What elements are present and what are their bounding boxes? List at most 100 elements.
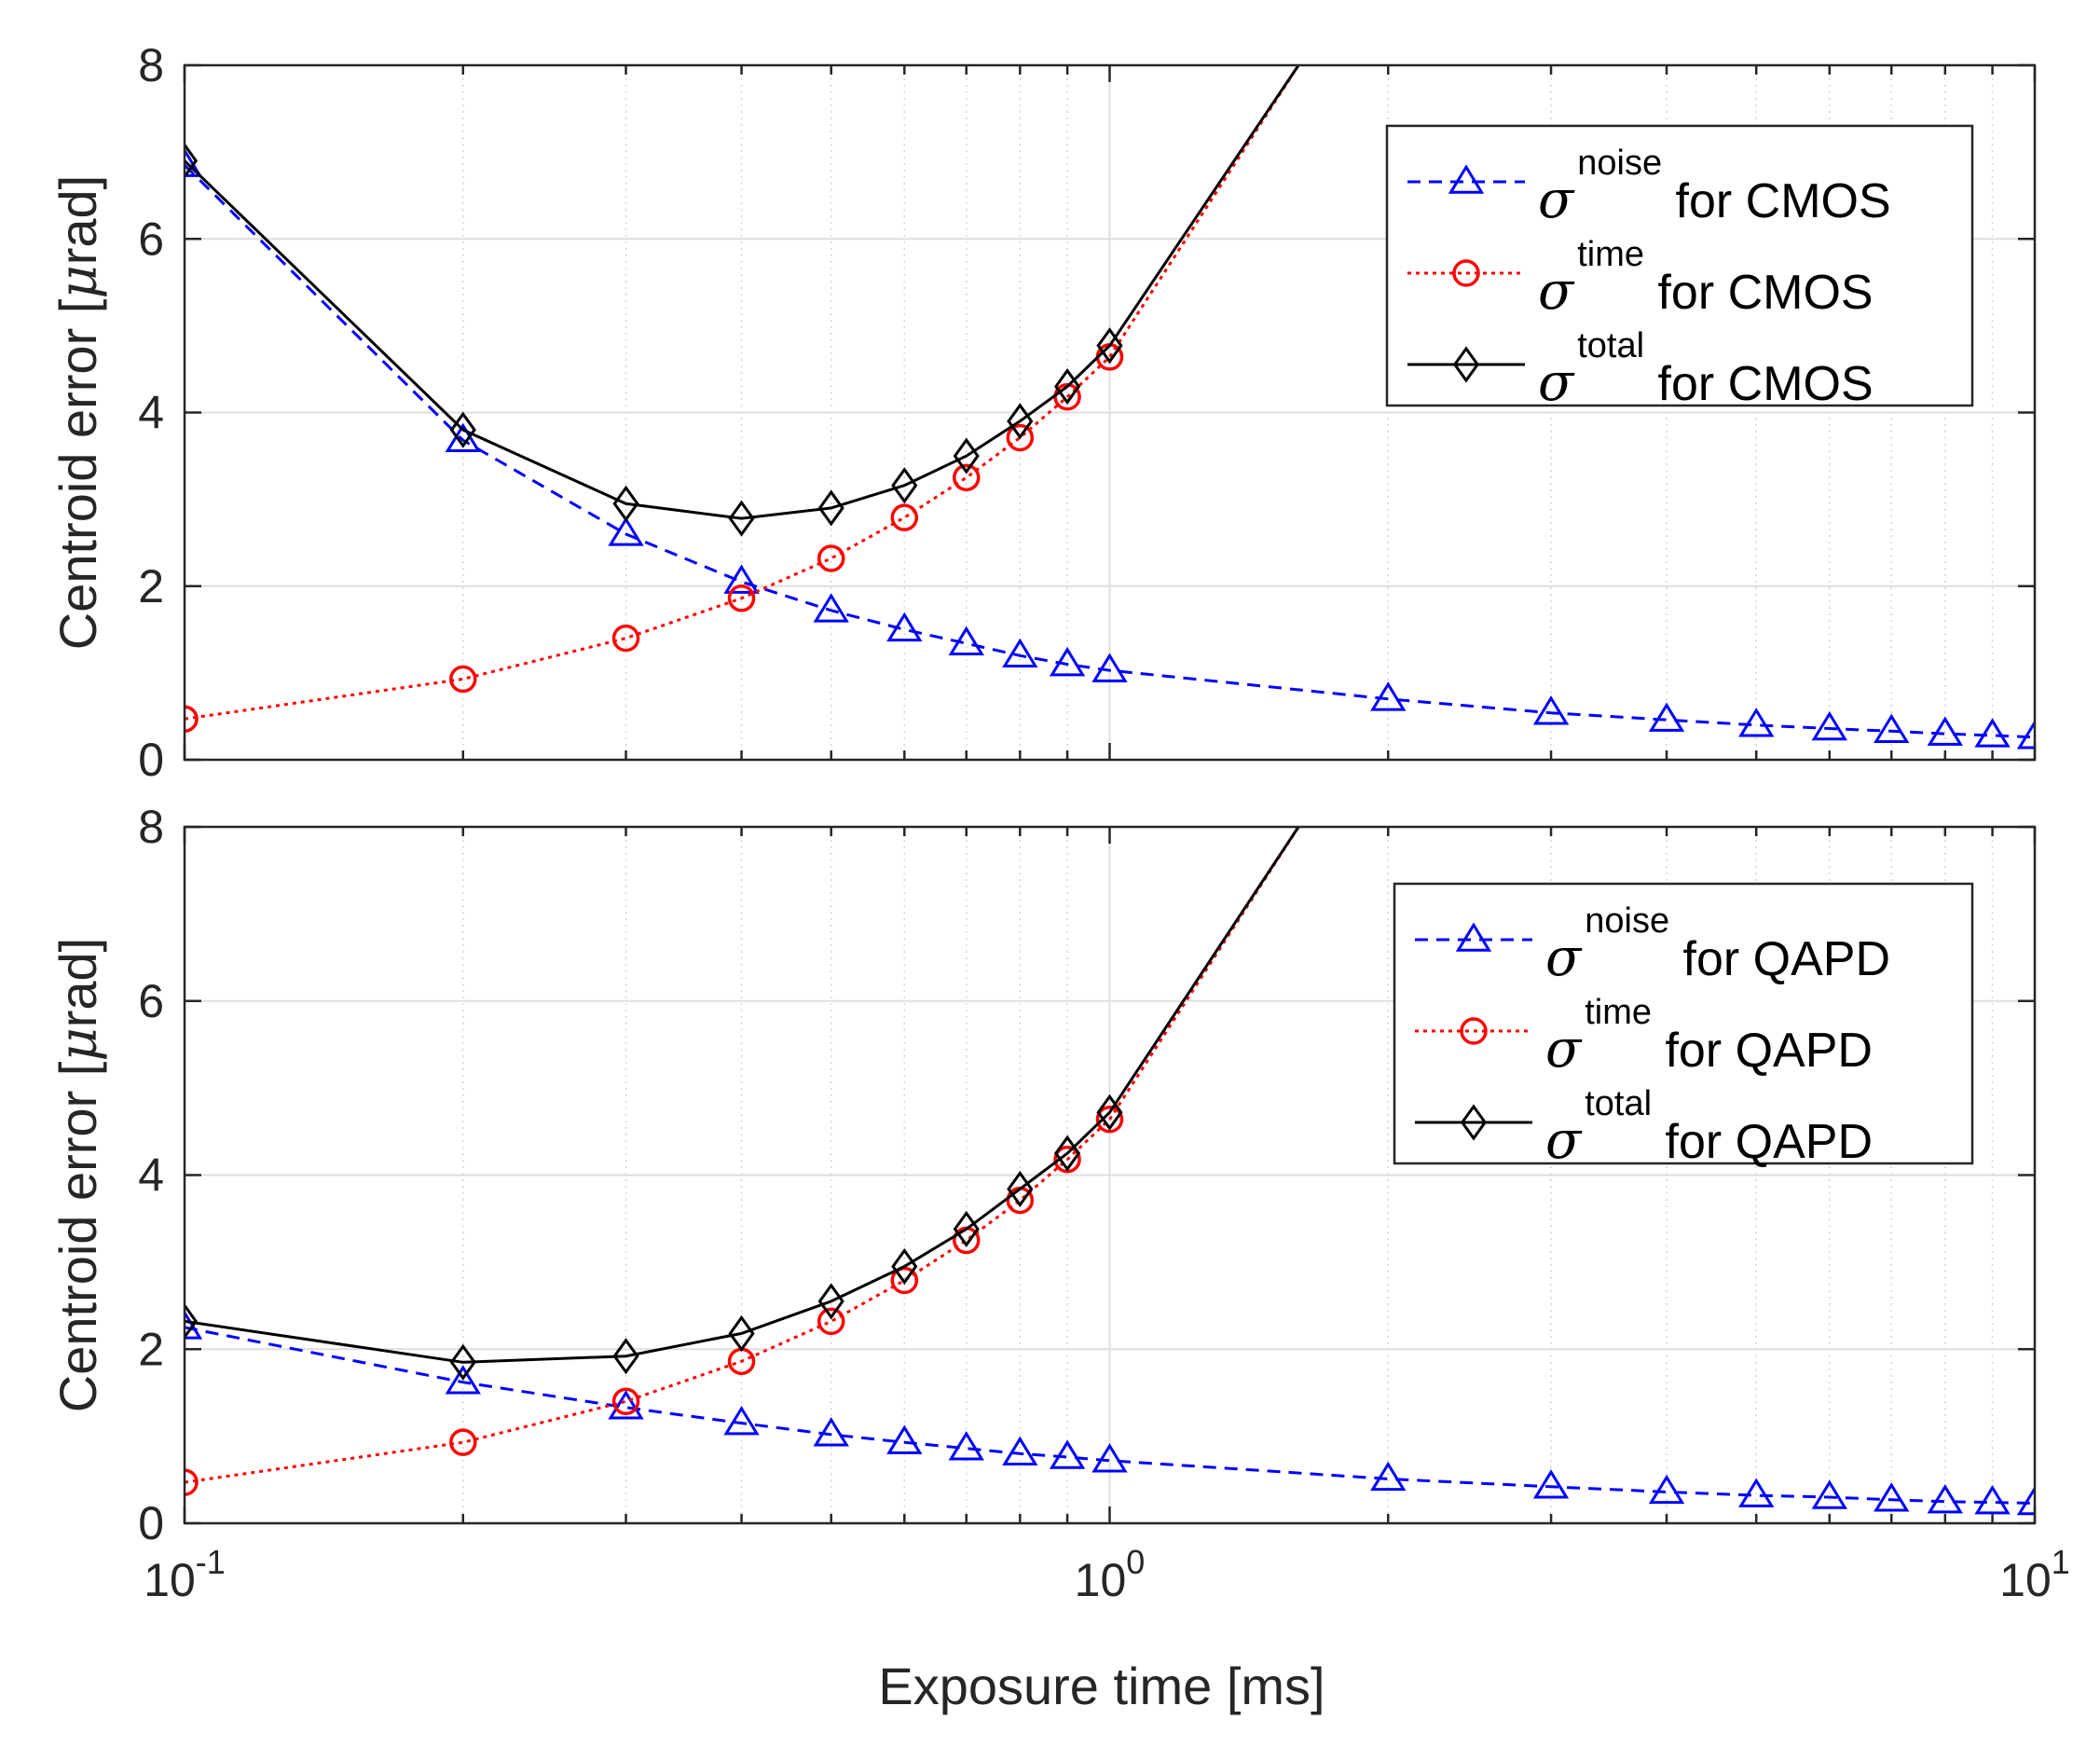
- triangle-marker: [1370, 1461, 1407, 1492]
- bottom-panel: 0 2 4 6 8 10-1 100 101 Centroid error [μrad] σnoi…: [48, 801, 2070, 1606]
- x-axis-label: Exposure time [ms]: [878, 1657, 1325, 1715]
- diamond-marker: [185, 1302, 199, 1340]
- circle-marker: [1452, 259, 1480, 287]
- circle-marker: [611, 624, 640, 653]
- diamond-marker: [817, 489, 844, 527]
- diamond-marker: [1007, 1170, 1034, 1208]
- circle-marker: [1460, 1017, 1488, 1045]
- diamond-marker: [728, 500, 755, 537]
- y-tick-label: 0: [138, 734, 164, 786]
- circle-marker: [185, 705, 199, 733]
- diamond-marker: [1007, 403, 1034, 440]
- circle-marker: [890, 503, 919, 531]
- diamond-marker: [891, 467, 918, 504]
- legend-label-noise: σnoise for QAPD: [1545, 901, 1890, 988]
- y-tick-label: 0: [138, 1497, 164, 1549]
- diamond-marker: [891, 1247, 918, 1286]
- triangle-marker: [1049, 1439, 1086, 1469]
- y-tick-label: 6: [138, 975, 164, 1027]
- triangle-marker: [948, 1431, 984, 1461]
- triangle-marker: [445, 1365, 481, 1395]
- triangle-marker: [813, 593, 849, 623]
- legend-label-total: σtotal for CMOS: [1538, 326, 1874, 413]
- grid: [185, 827, 2035, 1523]
- series-line-time: [185, 65, 1300, 721]
- series-line-noise: [185, 164, 2035, 739]
- x-tick-label: 10-1: [144, 1543, 226, 1606]
- legend-label-time: σtime for CMOS: [1538, 235, 1874, 322]
- y-axis-label: Centroid error [μrad]: [48, 175, 109, 650]
- triangle-marker: [1049, 646, 1086, 677]
- triangle-marker: [1091, 1443, 1128, 1473]
- legend-box: [1393, 882, 1974, 1165]
- series-group: [185, 827, 2035, 1516]
- series-line-total: [185, 65, 1300, 520]
- legend-box: [1385, 124, 1974, 407]
- series-line-total: [185, 827, 1300, 1364]
- diamond-marker: [1460, 1104, 1488, 1141]
- triangle-marker: [1811, 1479, 1847, 1509]
- diamond-marker: [612, 1338, 639, 1375]
- triangle-marker: [1648, 702, 1685, 732]
- diamond-marker: [449, 411, 476, 448]
- triangle-marker: [1738, 708, 1775, 737]
- y-tick-label: 2: [138, 560, 164, 612]
- triangle-marker: [1874, 713, 1910, 744]
- x-tick-label: 100: [1075, 1543, 1146, 1606]
- legend-label-total: σtotal for QAPD: [1545, 1084, 1873, 1171]
- triangle-marker: [723, 1405, 760, 1436]
- legend-label-noise: σnoise for CMOS: [1538, 144, 1891, 230]
- triangle-marker: [1455, 922, 1492, 952]
- diamond-marker: [1452, 346, 1480, 383]
- y-tick-label: 4: [138, 387, 164, 439]
- triangle-marker: [1648, 1474, 1685, 1505]
- triangle-marker: [1091, 653, 1128, 682]
- triangle-marker: [608, 1390, 644, 1420]
- triangle-marker: [886, 612, 923, 642]
- circle-marker: [817, 544, 845, 572]
- diamond-marker: [449, 1343, 476, 1381]
- triangle-marker: [723, 564, 760, 594]
- triangle-marker: [1974, 1484, 2011, 1515]
- y-tick-label: 6: [138, 213, 164, 265]
- diamond-marker: [953, 437, 980, 475]
- triangle-marker: [1738, 1478, 1775, 1507]
- triangle-marker: [445, 422, 481, 453]
- triangle-marker: [1974, 718, 2011, 748]
- diamond-marker: [185, 142, 199, 180]
- circle-marker: [185, 1468, 199, 1496]
- series-group: [185, 65, 2035, 750]
- triangle-marker: [813, 1417, 849, 1447]
- triangle-marker: [2016, 1485, 2035, 1516]
- triangle-marker: [1927, 1484, 1963, 1514]
- circle-marker: [611, 1387, 640, 1416]
- top-panel: 0 2 4 6 8 Centroid error [μrad] σnoise for CMO…: [48, 39, 2037, 786]
- diamond-marker: [1053, 1135, 1081, 1172]
- y-tick-label: 4: [138, 1149, 164, 1202]
- x-tick-label: 101: [1999, 1543, 2070, 1606]
- series-line-noise: [185, 1326, 2035, 1505]
- diamond-marker: [1096, 327, 1123, 365]
- y-tick-label: 8: [138, 801, 164, 853]
- diamond-marker: [953, 1210, 980, 1247]
- y-tick-label: 2: [138, 1323, 164, 1375]
- triangle-marker: [1874, 1482, 1910, 1512]
- triangle-marker: [1927, 716, 1963, 746]
- triangle-marker: [1811, 710, 1847, 741]
- triangle-marker: [608, 516, 644, 546]
- y-axis-label: Centroid error [μrad]: [48, 938, 109, 1412]
- triangle-marker: [1002, 638, 1038, 667]
- triangle-marker: [1370, 681, 1407, 711]
- circle-marker: [953, 463, 981, 492]
- circle-marker: [449, 1428, 477, 1456]
- diamond-marker: [728, 1314, 755, 1353]
- triangle-marker: [948, 626, 984, 655]
- diamond-marker: [817, 1283, 844, 1320]
- legend-label-time: σtime for QAPD: [1545, 993, 1873, 1080]
- series-line-time: [185, 827, 1300, 1484]
- triangle-marker: [1532, 695, 1570, 725]
- triangle-marker: [1448, 164, 1485, 194]
